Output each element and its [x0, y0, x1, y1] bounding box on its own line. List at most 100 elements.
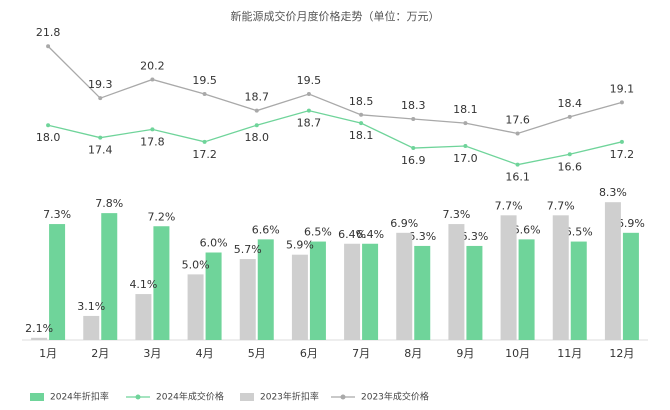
line-point: [98, 135, 103, 140]
line-point: [46, 44, 51, 49]
line-value-label: 16.1: [505, 171, 530, 184]
line-value-label: 17.8: [140, 135, 165, 148]
line-point: [567, 152, 572, 157]
bar: [622, 232, 639, 340]
line-point: [150, 127, 155, 132]
line-value-label: 18.0: [36, 131, 61, 144]
line-point: [515, 131, 520, 136]
line-value-label: 17.6: [505, 114, 530, 127]
line-point: [411, 146, 416, 151]
line-value-label: 17.2: [610, 148, 635, 161]
x-tick-label: 6月: [300, 347, 318, 360]
bar-value-label: 7.3%: [442, 208, 470, 221]
x-tick-label: 3月: [143, 347, 161, 360]
line-point: [463, 121, 468, 126]
line-point: [359, 112, 364, 117]
legend-swatch: [340, 394, 346, 400]
bar: [362, 243, 379, 340]
line-point: [254, 108, 259, 113]
x-tick-label: 9月: [456, 347, 474, 360]
legend-swatch: [135, 394, 141, 400]
bar: [466, 245, 483, 340]
bar-value-label: 6.6%: [513, 223, 541, 236]
bar: [396, 232, 413, 340]
bar: [570, 241, 587, 340]
bar-value-label: 7.8%: [95, 197, 123, 210]
bar-value-label: 7.7%: [495, 199, 523, 212]
bar-value-label: 7.3%: [43, 208, 71, 221]
line-value-label: 16.9: [401, 154, 426, 167]
bar-value-label: 6.9%: [390, 217, 418, 230]
bar-value-label: 6.6%: [252, 223, 280, 236]
line-value-label: 21.8: [36, 26, 61, 39]
line-value-label: 16.6: [558, 160, 583, 173]
bar: [552, 215, 569, 340]
line-value-label: 20.2: [140, 59, 165, 72]
line-point: [515, 162, 520, 167]
line: [47, 109, 623, 166]
line-point: [619, 100, 624, 105]
line-point: [567, 114, 572, 119]
bar: [291, 254, 308, 340]
bar: [153, 226, 170, 340]
line-value-label: 17.0: [453, 152, 478, 165]
bar: [500, 215, 517, 340]
line-value-label: 18.5: [349, 95, 374, 108]
bar: [257, 239, 274, 340]
bar-value-label: 5.7%: [234, 243, 262, 256]
bar: [604, 202, 621, 340]
line-point: [46, 123, 51, 128]
line-point: [254, 123, 259, 128]
legend-swatch: [30, 393, 44, 401]
legend-swatch: [240, 393, 254, 401]
bar-value-label: 6.4%: [338, 228, 366, 241]
legend-label: 2024年成交价格: [156, 391, 224, 403]
x-tick-label: 5月: [248, 347, 266, 360]
line-point: [359, 121, 364, 126]
line-point: [306, 92, 311, 97]
bar-value-label: 6.0%: [200, 237, 228, 250]
line-point: [98, 96, 103, 101]
line: [47, 45, 623, 135]
bar-value-label: 6.5%: [565, 226, 593, 239]
x-tick-label: 1月: [39, 347, 57, 360]
line-value-label: 18.7: [297, 117, 322, 130]
line-point: [202, 139, 207, 144]
bar-value-label: 6.9%: [617, 217, 645, 230]
x-tick-label: 12月: [609, 347, 634, 360]
bar-value-label: 3.1%: [77, 300, 105, 313]
line-value-label: 19.5: [297, 74, 322, 87]
line-value-label: 18.1: [453, 103, 478, 116]
bar-value-label: 6.5%: [304, 226, 332, 239]
line-point: [463, 143, 468, 148]
bar-value-label: 8.3%: [599, 186, 627, 199]
bar-value-label: 6.4%: [356, 228, 384, 241]
line-point: [619, 139, 624, 144]
bar-value-label: 5.0%: [182, 258, 210, 271]
line-point: [306, 108, 311, 113]
bar: [448, 224, 465, 340]
x-tick-label: 8月: [404, 347, 422, 360]
line-point: [202, 92, 207, 97]
x-tick-label: 11月: [557, 347, 582, 360]
bar-value-label: 4.1%: [129, 278, 157, 291]
bar: [309, 241, 326, 340]
line-point: [411, 116, 416, 121]
bar: [101, 213, 118, 340]
legend-label: 2023年成交价格: [361, 391, 429, 403]
line-value-label: 19.5: [192, 74, 217, 87]
legend-label: 2023年折扣率: [260, 391, 319, 403]
x-tick-label: 7月: [352, 347, 370, 360]
line-value-label: 18.0: [245, 131, 270, 144]
line-value-label: 17.4: [88, 144, 113, 157]
bar: [187, 274, 204, 340]
line-value-label: 18.4: [558, 97, 583, 110]
bar: [83, 315, 100, 340]
chart-title: 新能源成交价月度价格走势（单位：万元）: [231, 9, 440, 23]
bar-value-label: 6.3%: [460, 230, 488, 243]
bar-value-label: 7.7%: [547, 199, 575, 212]
line-point: [150, 77, 155, 82]
bar: [239, 259, 256, 340]
